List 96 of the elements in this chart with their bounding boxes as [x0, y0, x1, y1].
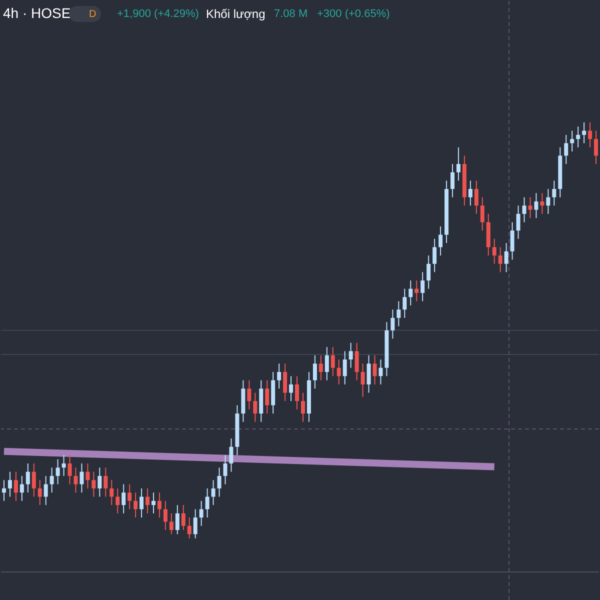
candlestick	[330, 346, 335, 377]
candlestick	[62, 454, 66, 476]
candlestick	[289, 376, 294, 402]
text: D	[89, 9, 96, 20]
candlestick	[295, 376, 300, 410]
candlestick	[432, 238, 437, 273]
candlestick	[438, 226, 443, 256]
candlestick	[92, 471, 96, 498]
candlestick	[277, 363, 282, 390]
candlestick	[104, 467, 108, 498]
candlestick	[163, 500, 168, 531]
candlestick	[456, 146, 460, 182]
candlestick	[14, 471, 18, 502]
candlestick	[229, 438, 234, 472]
candlestick	[86, 462, 90, 489]
candlestick	[510, 222, 514, 260]
candlestick	[32, 462, 36, 498]
candlestick	[474, 180, 478, 214]
candlestick	[193, 508, 198, 539]
candlestick	[336, 358, 341, 385]
candlestick	[223, 454, 228, 485]
candlestick	[98, 467, 102, 498]
candlestick	[498, 246, 502, 273]
candlestick	[480, 196, 484, 232]
text: +1,900 (+4.29%)	[117, 8, 199, 20]
candlestick	[50, 467, 54, 494]
candlestick	[516, 205, 520, 240]
candlestick	[408, 280, 413, 306]
candlestick	[348, 342, 353, 368]
candlestick	[68, 454, 72, 485]
candlestick	[122, 484, 126, 514]
candlestick	[540, 192, 544, 214]
candlestick	[504, 242, 508, 273]
candlestick	[582, 122, 586, 144]
candlestick	[420, 272, 425, 302]
candlestick	[522, 196, 526, 223]
candlestick	[570, 130, 574, 152]
candlestick	[253, 392, 258, 422]
candlestick	[283, 363, 288, 402]
candlestick	[390, 309, 395, 340]
candlestick	[181, 504, 186, 531]
candlestick	[312, 354, 317, 390]
text: 7.08 M	[274, 8, 308, 20]
candlestick	[534, 192, 538, 219]
candlestick	[80, 462, 84, 494]
candlestick	[318, 354, 323, 381]
candlestick	[354, 342, 359, 381]
candlestick	[426, 254, 431, 290]
candlestick	[140, 488, 144, 518]
candlestick	[44, 475, 48, 506]
candlestick	[134, 492, 138, 518]
candlestick	[576, 126, 580, 148]
candlestick	[56, 458, 60, 485]
candlestick	[396, 300, 401, 327]
candlestick	[552, 180, 556, 206]
candlestick	[26, 462, 30, 494]
candlestick	[342, 350, 347, 385]
candlestick	[528, 196, 532, 219]
candlestick	[402, 288, 407, 318]
text: +300 (+0.65%)	[317, 8, 390, 20]
candlestick	[169, 512, 174, 535]
candlestick	[205, 488, 210, 518]
candlestick	[20, 475, 24, 502]
candlestick	[564, 134, 568, 164]
candlestick	[366, 354, 371, 394]
candlestick	[468, 180, 472, 206]
candlestick	[2, 480, 6, 502]
candlestick	[372, 354, 377, 385]
candlestick	[492, 238, 496, 264]
candlestick	[217, 467, 222, 498]
candlestick	[187, 517, 192, 539]
text: Khối lượng	[206, 7, 266, 21]
candlestick	[588, 122, 592, 148]
candlestick	[175, 504, 180, 535]
candlestick	[211, 480, 216, 506]
candlestick	[324, 346, 329, 381]
candlestick	[74, 467, 78, 494]
candlestick	[360, 363, 365, 398]
candlestick	[38, 480, 42, 506]
candlestick	[199, 500, 204, 526]
candlestick	[247, 380, 252, 410]
candlestick	[594, 130, 598, 164]
candlestick	[146, 488, 150, 514]
candlestick	[157, 492, 162, 518]
candlestick	[450, 163, 454, 198]
candlestick	[116, 488, 120, 514]
candlestick	[378, 358, 383, 385]
candlestick	[151, 492, 156, 514]
candlestick	[128, 484, 132, 510]
chart-title: 4h · HOSE	[3, 5, 71, 21]
candlestick	[546, 188, 550, 214]
candlestick	[110, 480, 114, 506]
candlestick	[300, 392, 305, 422]
candlestick	[265, 380, 270, 414]
candlestick	[414, 280, 419, 302]
candlestick	[8, 471, 12, 498]
